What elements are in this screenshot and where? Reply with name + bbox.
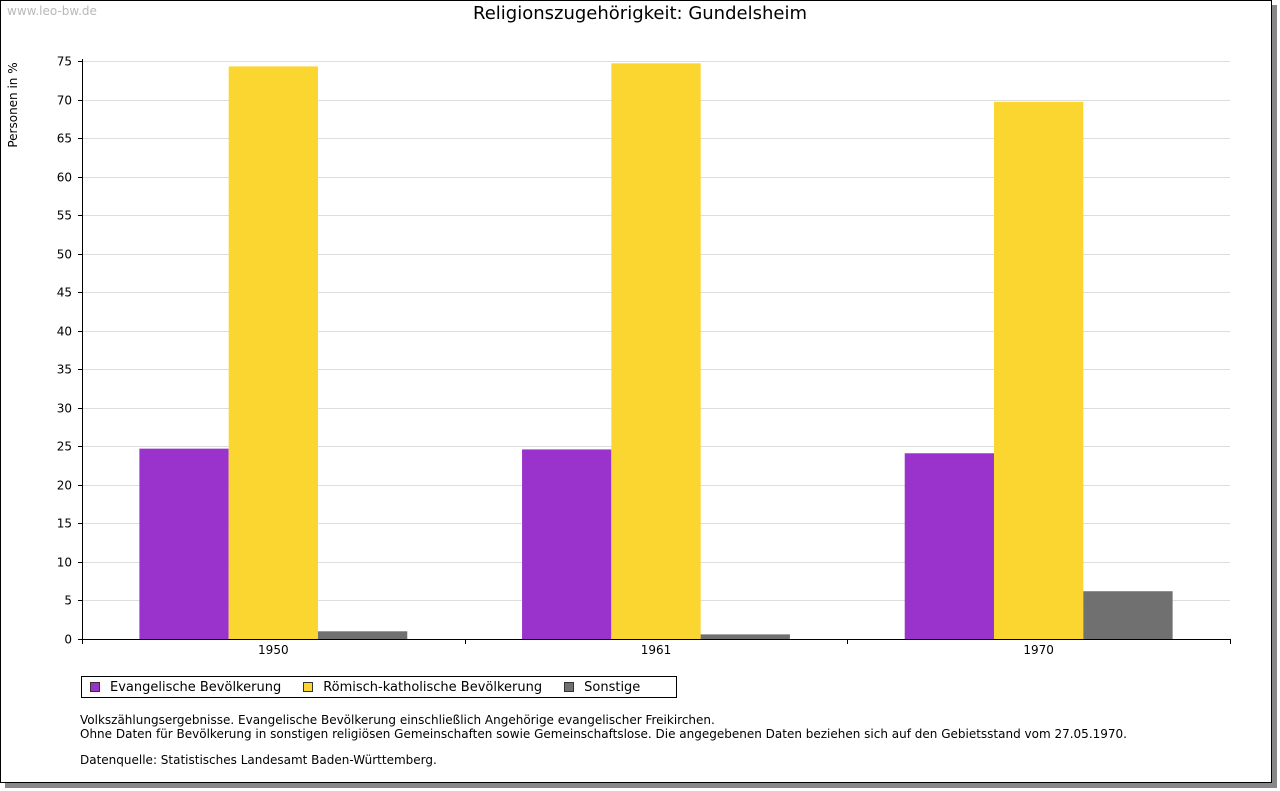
bar [611,63,701,639]
y-tick-label: 25 [57,440,72,454]
y-tick-label: 70 [57,94,72,108]
legend: Evangelische Bevölkerung Römisch-katholis… [81,676,677,698]
note-line-1: Volkszählungsergebnisse. Evangelische Be… [80,713,715,727]
bar [139,448,229,639]
y-tick-label: 55 [57,209,72,223]
legend-swatch [564,682,575,692]
legend-swatch [90,682,100,692]
y-tick-label: 60 [57,171,72,185]
y-tick-label: 10 [57,556,72,570]
bar [522,449,612,639]
x-tick-label: 1950 [258,643,289,657]
x-tick-label: 1970 [1023,643,1054,657]
legend-item: Evangelische Bevölkerung [90,680,281,695]
legend-item: Sonstige [564,680,640,695]
y-tick-label: 45 [57,286,72,300]
y-tick-label: 65 [57,132,72,146]
note-line-2: Ohne Daten für Bevölkerung in sonstigen … [80,727,1127,741]
y-tick-label: 75 [57,55,72,69]
bar [994,101,1084,639]
legend-item: Römisch-katholische Bevölkerung [303,680,542,695]
data-source: Datenquelle: Statistisches Landesamt Bad… [80,753,437,767]
legend-swatch [303,682,314,692]
y-tick-label: 35 [57,363,72,377]
bar-chart: 0 5 10 15 20 25 30 35 40 45 50 55 60 65 70 75 1950 1961 19… [57,55,1231,657]
bar [317,631,408,639]
y-tick-label: 40 [57,325,72,339]
y-tick-label: 5 [64,594,72,608]
bar [700,634,790,639]
bar [1083,591,1173,639]
bar [904,453,995,639]
legend-label: Römisch-katholische Bevölkerung [323,679,543,695]
legend-label: Evangelische Bevölkerung [110,679,282,695]
x-tick-label: 1961 [641,643,672,657]
bar [228,66,318,640]
y-tick-label: 15 [57,517,72,531]
y-tick-label: 20 [57,479,72,493]
legend-label: Sonstige [584,679,641,695]
y-tick-label: 30 [57,402,72,416]
watermark: www.leo-bw.de [7,4,97,18]
y-tick-label: 50 [57,248,72,262]
y-tick-label: 0 [64,633,72,647]
chart-title: Religionszugehörigkeit: Gundelsheim [473,3,807,24]
